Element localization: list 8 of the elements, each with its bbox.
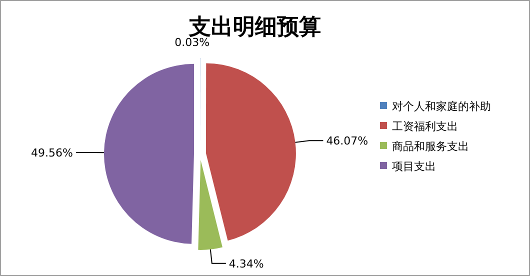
legend-label: 对个人和家庭的补助	[392, 100, 491, 113]
legend-label: 工资福利支出	[392, 120, 458, 133]
legend-label: 商品和服务支出	[392, 140, 469, 153]
data-label: 49.56%	[31, 146, 74, 160]
data-label: 0.03%	[174, 36, 210, 49]
data-label: 46.07%	[326, 134, 368, 148]
data-label: 4.34%	[228, 257, 264, 270]
legend-label: 项目支出	[392, 160, 436, 173]
